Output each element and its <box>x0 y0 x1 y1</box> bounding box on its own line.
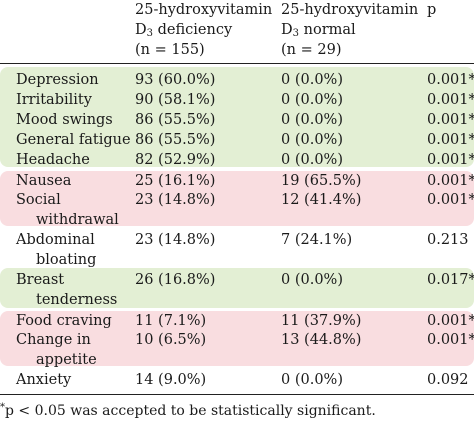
symptom-cell: Depression <box>16 72 99 88</box>
symptom-cell: Mood swings <box>16 112 113 128</box>
deficiency-cell: 23 (14.8%) <box>135 192 216 208</box>
normal-cell: 11 (37.9%) <box>281 313 362 329</box>
symptom-cell: Headache <box>16 152 90 168</box>
normal-cell: 0 (0.0%) <box>281 92 343 108</box>
header-deficiency-line1: 25-hydroxyvitamin <box>135 2 273 18</box>
p-cell: 0.001* <box>427 332 474 348</box>
deficiency-cell: 86 (55.5%) <box>135 132 216 148</box>
deficiency-cell: 14 (9.0%) <box>135 372 207 388</box>
p-cell: 0.001* <box>427 132 474 148</box>
deficiency-cell: 26 (16.8%) <box>135 272 216 288</box>
header-deficiency-line2: D3 deficiency <box>135 22 233 39</box>
deficiency-cell: 11 (7.1%) <box>135 313 207 329</box>
band-green-1 <box>0 67 474 167</box>
normal-cell: 13 (44.8%) <box>281 332 362 348</box>
normal-cell: 7 (24.1%) <box>281 232 353 248</box>
normal-cell: 12 (41.4%) <box>281 192 362 208</box>
symptom-cell: Anxiety <box>16 372 72 388</box>
header-deficiency-line3: (n = 155) <box>135 42 205 58</box>
normal-cell: 0 (0.0%) <box>281 272 343 288</box>
footnote-text: p < 0.05 was accepted to be statisticall… <box>5 403 376 419</box>
p-cell: 0.001* <box>427 72 474 88</box>
header-p: p <box>427 0 436 20</box>
p-cell: 0.092 ( <box>427 372 474 388</box>
deficiency-cell: 25 (16.1%) <box>135 173 216 189</box>
symptom-cell: Abdominal bloating <box>16 232 97 268</box>
p-cell: 0.001* <box>427 313 474 329</box>
symptom-cell: Change in appetite <box>16 332 97 368</box>
header-normal-line2: D3 normal <box>281 22 356 39</box>
p-cell: 0.001* <box>427 92 474 108</box>
header-normal: 25-hydroxyvitamin D3 normal (n = 29) <box>281 0 418 60</box>
normal-cell: 0 (0.0%) <box>281 112 343 128</box>
normal-cell: 0 (0.0%) <box>281 152 343 168</box>
band-green-2 <box>0 268 474 308</box>
deficiency-cell: 82 (52.9%) <box>135 152 216 168</box>
header-deficiency: 25-hydroxyvitamin D3 deficiency (n = 155… <box>135 0 272 60</box>
symptom-cell: Irritability <box>16 92 92 108</box>
normal-cell: 0 (0.0%) <box>281 132 343 148</box>
p-cell: 0.017* <box>427 272 474 288</box>
bottom-rule <box>0 394 474 395</box>
symptom-cell: General fatigue <box>16 132 131 148</box>
header-normal-line1: 25-hydroxyvitamin <box>281 2 419 18</box>
symptom-cell: Breast tenderness <box>16 272 118 308</box>
band-pink-1 <box>0 171 474 226</box>
deficiency-cell: 93 (60.0%) <box>135 72 216 88</box>
header-rule <box>0 63 474 64</box>
deficiency-cell: 23 (14.8%) <box>135 232 216 248</box>
normal-cell: 19 (65.5%) <box>281 173 362 189</box>
footnote: *p < 0.05 was accepted to be statistical… <box>0 401 376 421</box>
normal-cell: 0 (0.0%) <box>281 372 343 388</box>
p-cell: 0.001* <box>427 192 474 208</box>
symptom-cell: Food craving <box>16 313 112 329</box>
footnote-mark: * <box>0 402 5 413</box>
header-p-label: p <box>427 2 437 18</box>
p-cell: 0.213 ( <box>427 232 474 248</box>
symptom-cell: Nausea <box>16 173 72 189</box>
band-pink-2 <box>0 311 474 366</box>
p-cell: 0.001* <box>427 173 474 189</box>
deficiency-cell: 86 (55.5%) <box>135 112 216 128</box>
deficiency-cell: 10 (6.5%) <box>135 332 207 348</box>
deficiency-cell: 90 (58.1%) <box>135 92 216 108</box>
header-normal-line3: (n = 29) <box>281 42 342 58</box>
symptom-cell: Social withdrawal <box>16 192 119 228</box>
p-cell: 0.001* <box>427 112 474 128</box>
normal-cell: 0 (0.0%) <box>281 72 343 88</box>
p-cell: 0.001* <box>427 152 474 168</box>
